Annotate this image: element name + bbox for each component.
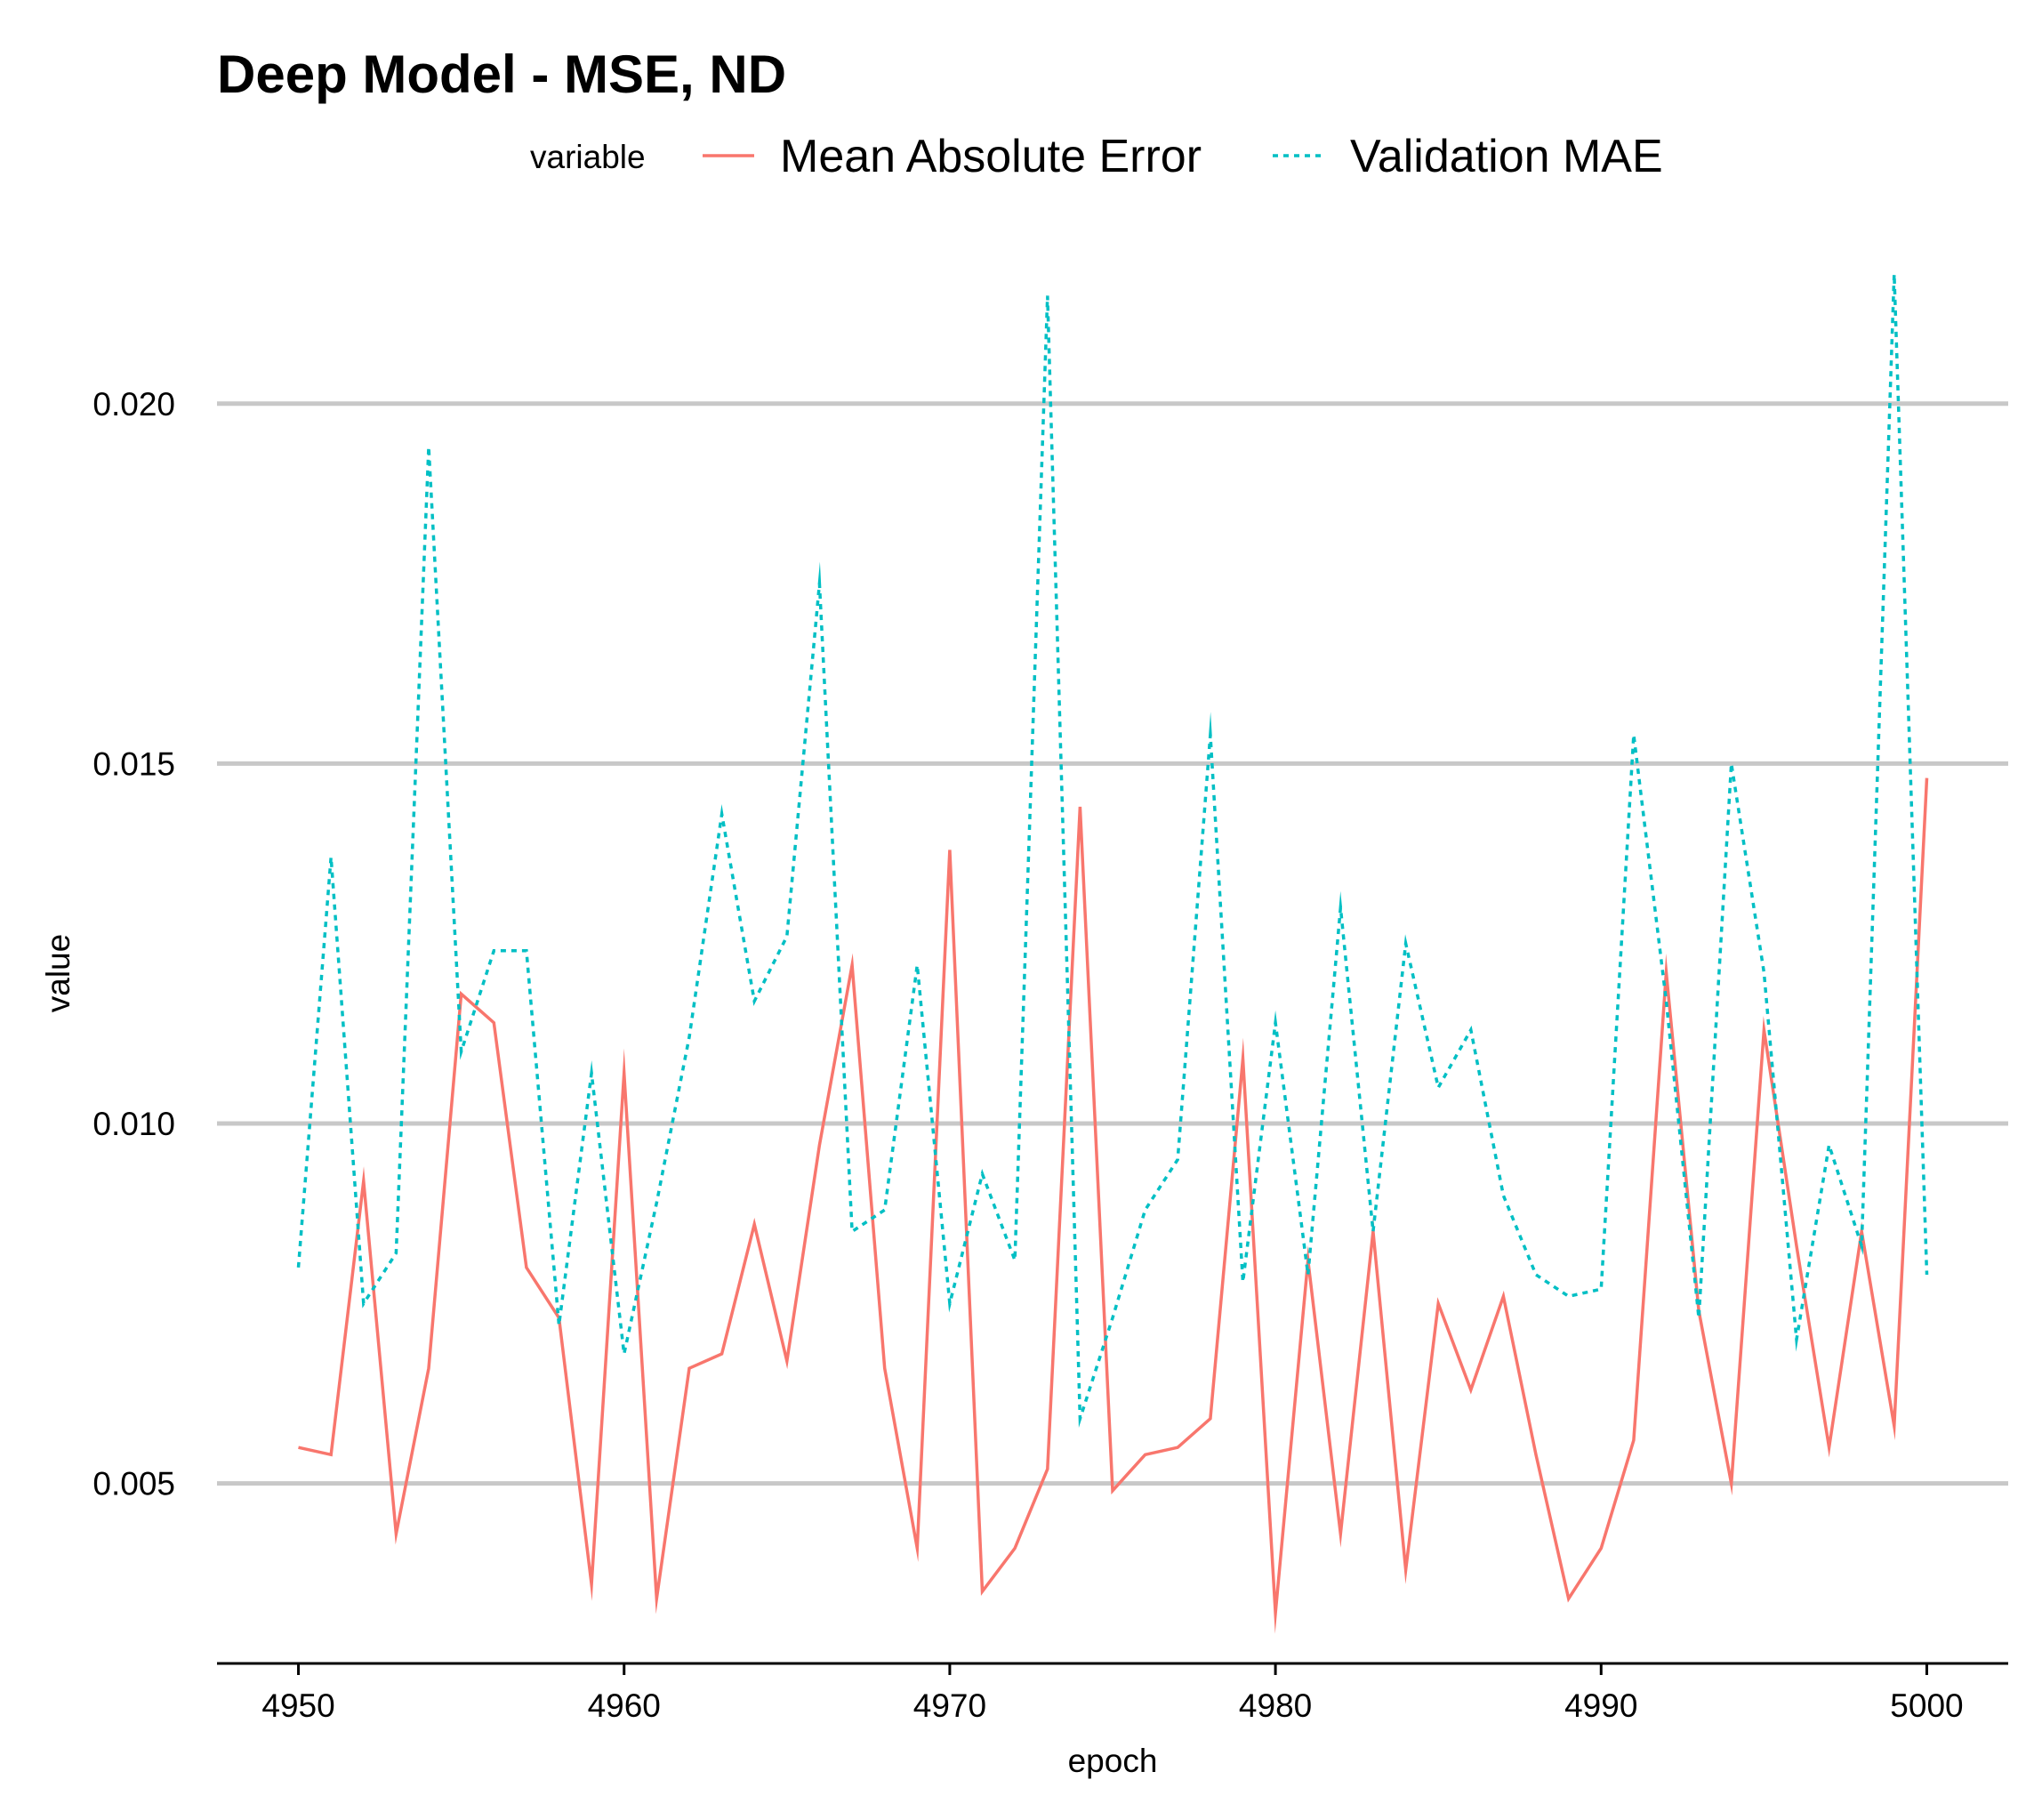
plot-panel bbox=[296, 274, 1929, 1634]
x-tick-label: 4970 bbox=[913, 1687, 986, 1724]
y-tick-label: 0.020 bbox=[92, 386, 175, 423]
series-line-validation-mae bbox=[296, 274, 1929, 1428]
y-tick-label: 0.015 bbox=[92, 745, 175, 782]
chart-title: Deep Model - MSE, ND bbox=[217, 44, 786, 104]
legend-item-mae: Mean Absolute Error bbox=[703, 131, 1202, 182]
gridlines bbox=[217, 401, 2008, 1486]
x-axis-title: epoch bbox=[1068, 1743, 1158, 1779]
x-tick-label: 4980 bbox=[1239, 1687, 1312, 1724]
x-tick-label: 4990 bbox=[1564, 1687, 1637, 1724]
x-axis-ticks: 4950 4960 4970 4980 4990 5000 bbox=[261, 1663, 1964, 1724]
legend-label-val-mae: Validation MAE bbox=[1350, 131, 1663, 182]
legend-title: variable bbox=[530, 139, 646, 175]
legend: variable Mean Absolute Error Validation … bbox=[530, 131, 1663, 182]
legend-label-mae: Mean Absolute Error bbox=[780, 131, 1202, 182]
y-tick-label: 0.010 bbox=[92, 1106, 175, 1142]
y-tick-label: 0.005 bbox=[92, 1466, 175, 1502]
y-axis-title: value bbox=[40, 934, 76, 1012]
legend-item-val-mae: Validation MAE bbox=[1273, 131, 1663, 182]
x-tick-label: 5000 bbox=[1890, 1687, 1963, 1724]
x-tick-label: 4960 bbox=[588, 1687, 661, 1724]
x-tick-label: 4950 bbox=[261, 1687, 334, 1724]
series-line-mean-absolute-error bbox=[298, 777, 1929, 1634]
y-axis-ticks: 0.005 0.010 0.015 0.020 bbox=[92, 386, 175, 1502]
